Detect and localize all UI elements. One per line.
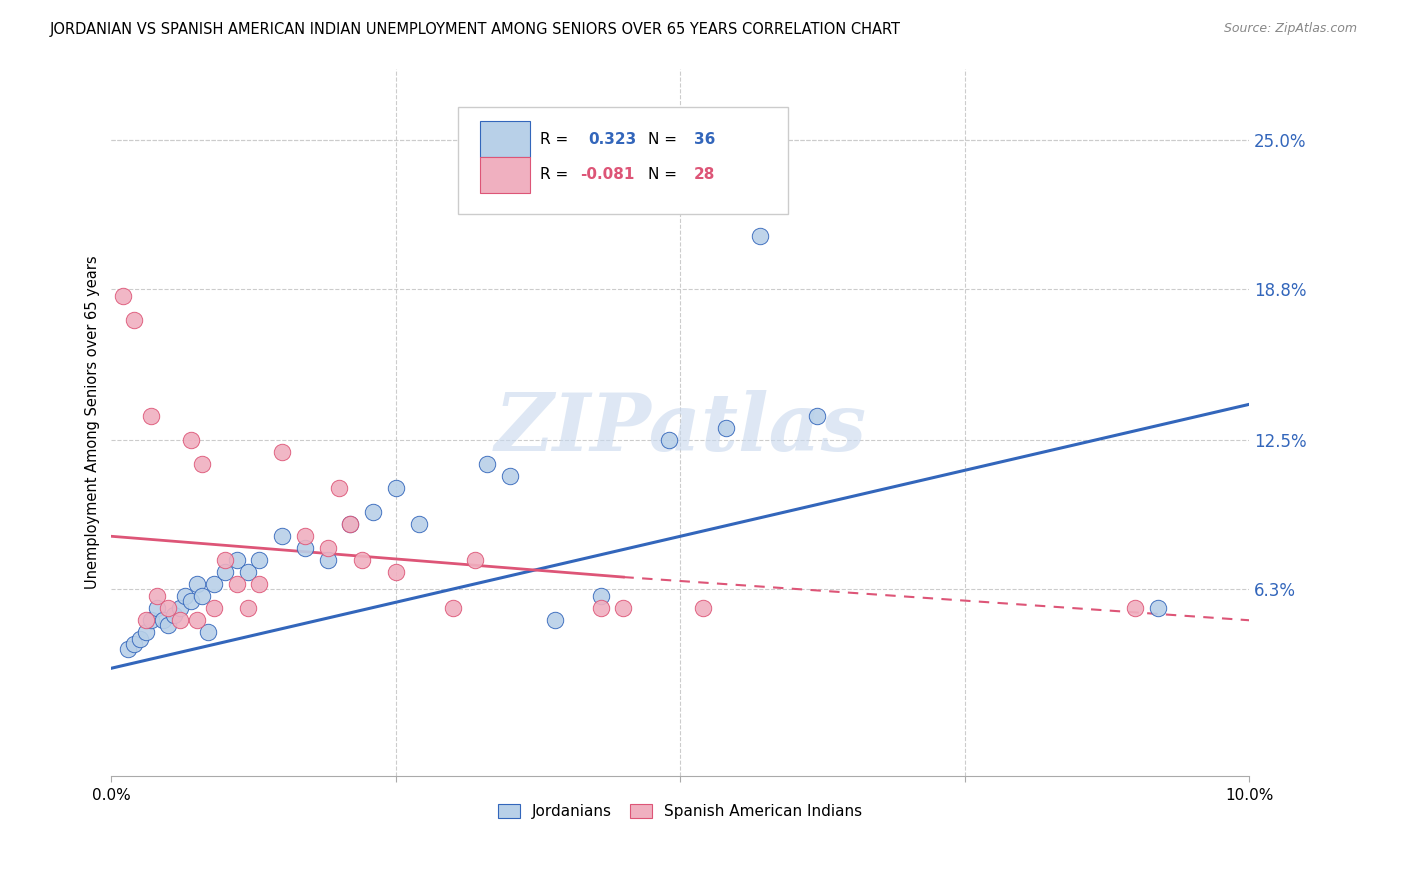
Point <box>135 613 157 627</box>
Text: 28: 28 <box>695 167 716 182</box>
Text: ZIPatlas: ZIPatlas <box>495 390 866 467</box>
FancyBboxPatch shape <box>479 157 530 193</box>
Point <box>135 625 157 640</box>
Point <box>225 577 247 591</box>
Point <box>806 409 828 424</box>
Point <box>152 613 174 627</box>
Point <box>146 589 169 603</box>
Point <box>169 613 191 627</box>
FancyBboxPatch shape <box>458 107 789 213</box>
Text: 10.0%: 10.0% <box>1225 789 1274 803</box>
Text: R =: R = <box>540 132 574 147</box>
Point <box>385 481 408 495</box>
Point <box>1147 601 1170 615</box>
Text: Source: ZipAtlas.com: Source: ZipAtlas.com <box>1223 22 1357 36</box>
Point <box>271 445 294 459</box>
Text: 0.0%: 0.0% <box>91 789 131 803</box>
Point <box>146 601 169 615</box>
Point <box>197 625 219 640</box>
Text: -0.081: -0.081 <box>581 167 634 182</box>
Text: N =: N = <box>648 132 682 147</box>
Point <box>350 553 373 567</box>
Point <box>174 589 197 603</box>
Point <box>271 529 294 543</box>
Text: JORDANIAN VS SPANISH AMERICAN INDIAN UNEMPLOYMENT AMONG SENIORS OVER 65 YEARS CO: JORDANIAN VS SPANISH AMERICAN INDIAN UNE… <box>49 22 900 37</box>
Point <box>141 409 163 424</box>
Point <box>186 577 208 591</box>
Point <box>316 541 339 556</box>
Point <box>247 553 270 567</box>
Point <box>589 589 612 603</box>
Point <box>202 577 225 591</box>
Point <box>236 566 259 580</box>
Point <box>191 458 214 472</box>
Point <box>169 601 191 615</box>
Point <box>612 601 634 615</box>
Point <box>408 517 430 532</box>
Point <box>225 553 247 567</box>
Point <box>157 618 180 632</box>
Point <box>214 566 236 580</box>
Point <box>544 613 567 627</box>
Point <box>157 601 180 615</box>
Y-axis label: Unemployment Among Seniors over 65 years: Unemployment Among Seniors over 65 years <box>86 255 100 589</box>
Text: N =: N = <box>648 167 682 182</box>
Point <box>441 601 464 615</box>
Point <box>316 553 339 567</box>
Point <box>294 529 316 543</box>
Point <box>117 642 139 657</box>
Point <box>236 601 259 615</box>
Point <box>339 517 361 532</box>
Point <box>714 421 737 435</box>
Point <box>186 613 208 627</box>
Point <box>328 481 350 495</box>
FancyBboxPatch shape <box>479 121 530 157</box>
Point <box>202 601 225 615</box>
Point <box>1125 601 1147 615</box>
Point <box>361 505 384 519</box>
Point <box>128 632 150 647</box>
Point <box>748 229 770 244</box>
Point <box>294 541 316 556</box>
Point <box>111 289 134 303</box>
Point <box>475 458 498 472</box>
Point <box>191 589 214 603</box>
Point <box>339 517 361 532</box>
Point <box>498 469 520 483</box>
Point <box>464 553 486 567</box>
Point <box>247 577 270 591</box>
Point <box>180 594 202 608</box>
Point <box>385 566 408 580</box>
Point <box>214 553 236 567</box>
Text: 36: 36 <box>695 132 716 147</box>
Point <box>180 434 202 448</box>
Point <box>141 613 163 627</box>
Point <box>122 637 145 651</box>
Point <box>589 601 612 615</box>
Point <box>163 608 186 623</box>
Legend: Jordanians, Spanish American Indians: Jordanians, Spanish American Indians <box>492 797 869 825</box>
Point <box>692 601 714 615</box>
Text: R =: R = <box>540 167 574 182</box>
Point <box>658 434 681 448</box>
Text: 0.323: 0.323 <box>588 132 637 147</box>
Point <box>122 313 145 327</box>
